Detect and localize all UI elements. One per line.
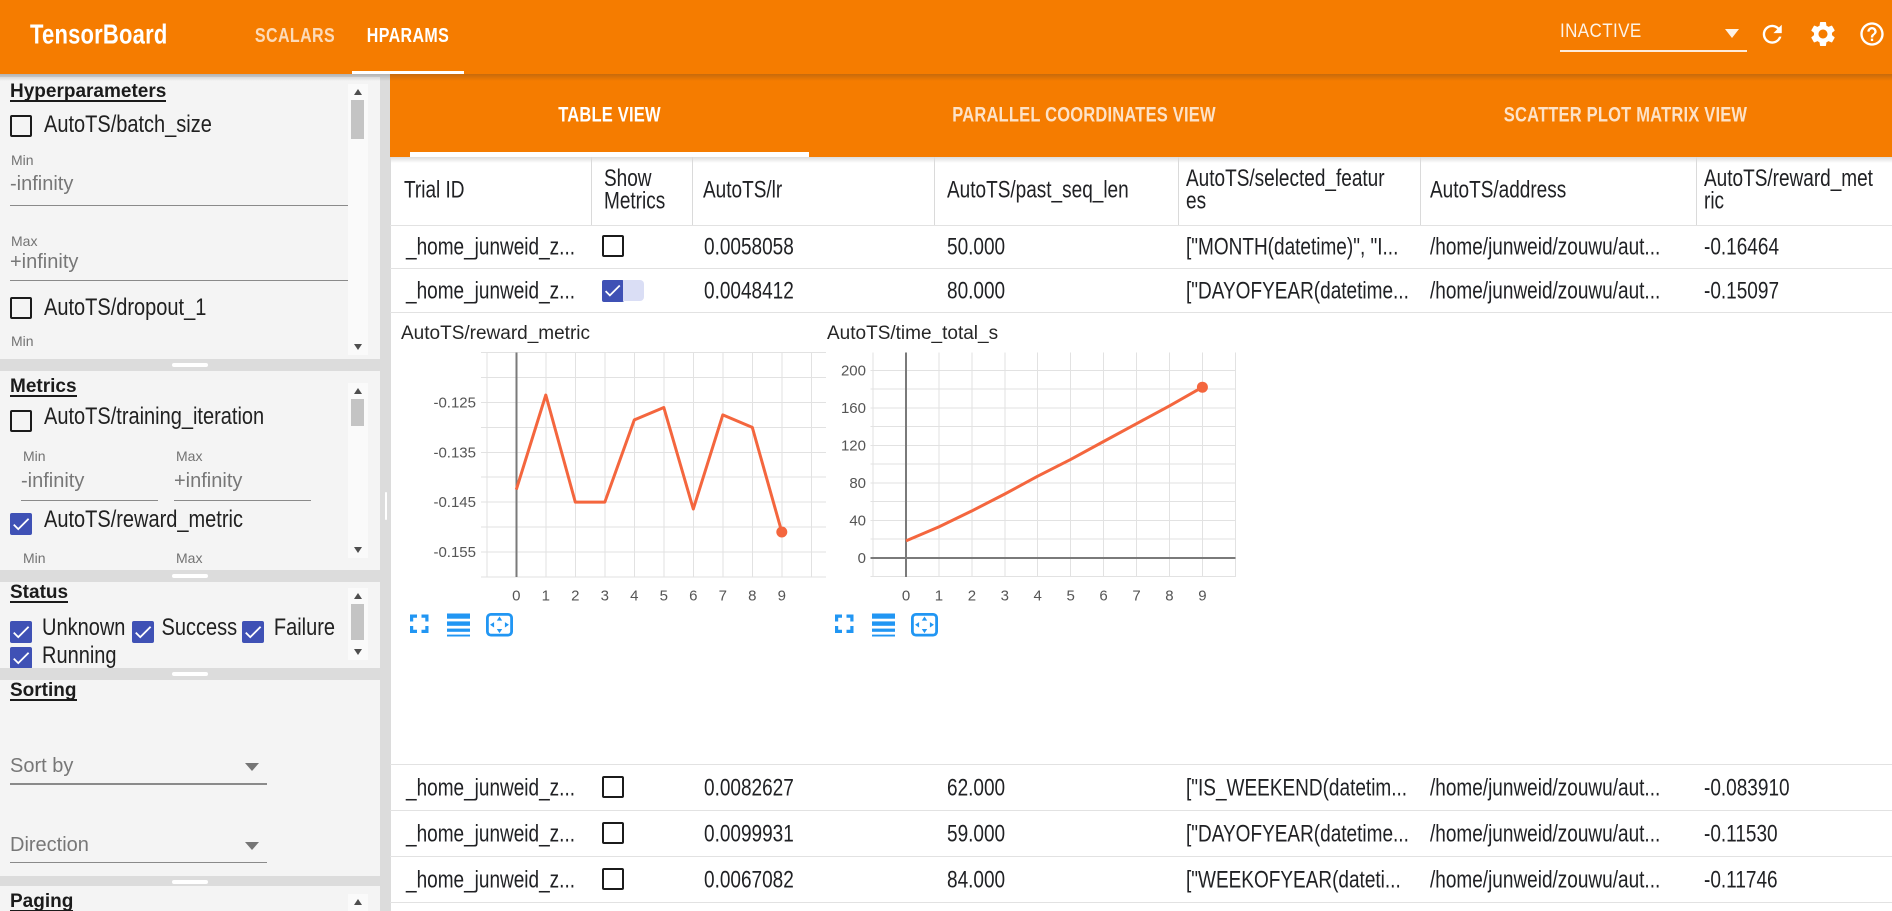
svg-text:5: 5 [1067, 588, 1075, 605]
svg-text:1: 1 [542, 588, 550, 605]
svg-text:7: 7 [719, 588, 727, 605]
svg-text:4: 4 [630, 588, 638, 605]
svg-text:8: 8 [748, 588, 756, 605]
svg-text:6: 6 [1099, 588, 1107, 605]
svg-text:0: 0 [858, 550, 866, 567]
svg-text:4: 4 [1034, 588, 1042, 605]
svg-text:-0.135: -0.135 [433, 444, 476, 461]
svg-text:1: 1 [935, 588, 943, 605]
svg-text:0: 0 [902, 588, 910, 605]
svg-text:9: 9 [1198, 588, 1206, 605]
svg-text:5: 5 [660, 588, 668, 605]
svg-text:7: 7 [1132, 588, 1140, 605]
svg-text:-0.155: -0.155 [433, 544, 476, 561]
svg-text:80: 80 [849, 475, 866, 492]
svg-text:6: 6 [689, 588, 697, 605]
svg-text:-0.125: -0.125 [433, 395, 476, 412]
svg-text:9: 9 [778, 588, 786, 605]
svg-text:2: 2 [571, 588, 579, 605]
svg-text:2: 2 [968, 588, 976, 605]
svg-text:3: 3 [601, 588, 609, 605]
svg-text:0: 0 [512, 588, 520, 605]
svg-text:3: 3 [1001, 588, 1009, 605]
svg-text:120: 120 [841, 437, 866, 454]
svg-text:160: 160 [841, 400, 866, 417]
svg-text:200: 200 [841, 362, 866, 379]
svg-text:-0.145: -0.145 [433, 494, 476, 511]
svg-text:40: 40 [849, 512, 866, 529]
svg-text:8: 8 [1165, 588, 1173, 605]
